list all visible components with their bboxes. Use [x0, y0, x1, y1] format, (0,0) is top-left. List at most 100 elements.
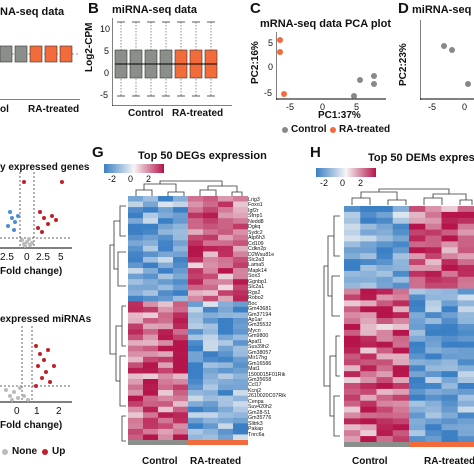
heatmap-cell: [392, 318, 410, 325]
heatmap-cell: [233, 312, 248, 319]
heatmap-cell: [173, 323, 189, 330]
panel-f-xtick: 2: [56, 406, 62, 417]
heatmap-cell: [344, 329, 361, 337]
heatmap-cell: [457, 365, 474, 372]
heatmap-cell: [457, 335, 474, 342]
heatmap-cell: [344, 430, 361, 437]
heatmap-cell: [173, 218, 189, 225]
heatmap-cell: [158, 290, 174, 297]
heatmap-cell: [188, 401, 204, 408]
heatmap-cell: [360, 388, 377, 396]
panel-d-label: D: [398, 0, 409, 17]
gene-label: 2610020C07Rik: [248, 393, 286, 400]
heatmap-cell: [233, 367, 248, 374]
heatmap-cell: [376, 371, 394, 378]
panel-c-title: mRNA-seq data PCA plot: [260, 18, 391, 30]
panel-h-heatmap: [344, 206, 474, 442]
heatmap-cell: [392, 217, 410, 224]
heatmap-cell: [376, 400, 394, 407]
heatmap-cell: [376, 294, 394, 301]
heatmap-cell: [344, 318, 361, 325]
heatmap-cell: [188, 329, 204, 335]
heatmap-cell: [457, 318, 474, 325]
heatmap-cell: [409, 253, 426, 260]
heatmap-cell: [203, 379, 219, 385]
heatmap-cell: [392, 412, 410, 419]
heatmap-cell: [233, 423, 248, 430]
panel-b-label: B: [88, 0, 99, 17]
heatmap-cell: [409, 436, 426, 442]
heatmap-cell: [392, 294, 410, 301]
heatmap-cell: [441, 259, 459, 266]
heatmap-cell: [360, 436, 377, 442]
heatmap-cell: [158, 434, 174, 440]
heatmap-cell: [203, 373, 219, 380]
heatmap-cell: [218, 212, 234, 219]
heatmap-cell: [360, 259, 377, 266]
heatmap-cell: [233, 323, 248, 330]
heatmap-cell: [425, 211, 442, 219]
panel-g-colorbar: [104, 164, 164, 173]
heatmap-cell: [344, 371, 361, 378]
heatmap-cell: [143, 301, 159, 308]
heatmap-cell: [441, 359, 459, 366]
heatmap-cell: [173, 428, 189, 435]
heatmap-cell: [409, 394, 426, 401]
heatmap-cell: [218, 334, 234, 341]
heatmap-cell: [409, 247, 426, 254]
heatmap-cell: [128, 406, 144, 413]
heatmap-cell: [360, 329, 377, 337]
heatmap-cell: [128, 395, 144, 402]
heatmap-cell: [441, 294, 459, 301]
heatmap-cell: [233, 223, 248, 230]
heatmap-cell: [425, 371, 442, 378]
heatmap-cell: [128, 334, 144, 341]
heatmap-cell: [425, 359, 442, 366]
pca-point-control: [449, 47, 455, 53]
gene-label: Mat1: [248, 366, 260, 373]
heatmap-cell: [143, 318, 159, 324]
heatmap-cell: [392, 347, 410, 354]
heatmap-cell: [188, 345, 204, 352]
heatmap-cell: [203, 223, 219, 230]
heatmap-cell: [376, 270, 394, 278]
heatmap-cell: [143, 406, 159, 413]
heatmap-cell: [173, 406, 189, 413]
panel-b-ytick: 5: [104, 46, 110, 56]
gene-label: Gm43681: [248, 306, 272, 313]
heatmap-cell: [218, 323, 234, 330]
panel-b-ytick: 0: [104, 68, 110, 78]
heatmap-cell: [425, 430, 442, 437]
heatmap-cell: [457, 371, 474, 378]
heatmap-cell: [188, 301, 204, 308]
heatmap-cell: [173, 373, 189, 380]
panel-g-dendrogram: [109, 205, 126, 442]
heatmap-cell: [233, 240, 248, 247]
heatmap-cell: [218, 345, 234, 352]
heatmap-cell: [376, 235, 394, 242]
panel-g-colorbar-tick: -2: [108, 174, 117, 184]
heatmap-cell: [409, 324, 426, 331]
heatmap-cell: [173, 390, 189, 396]
heatmap-cell: [218, 356, 234, 363]
heatmap-cell: [392, 394, 410, 401]
panel-g-label: G: [92, 144, 104, 161]
heatmap-cell: [218, 329, 234, 335]
heatmap-cell: [233, 329, 248, 335]
panel-d-xtick: 0: [462, 102, 468, 112]
heatmap-cell: [457, 394, 474, 401]
boxplot-control-box: [0, 45, 28, 63]
legend-treated-swatch: [330, 127, 336, 133]
heatmap-cell: [360, 394, 377, 401]
heatmap-cell: [128, 273, 144, 280]
panel-b-ylabel: Log2-CPM: [84, 22, 95, 72]
heatmap-cell: [158, 284, 174, 291]
heatmap-cell: [218, 279, 234, 286]
heatmap-cell: [392, 359, 410, 366]
gene-label: Sox3: [248, 273, 261, 280]
heatmap-cell: [425, 217, 442, 224]
heatmap-cell: [376, 253, 394, 260]
panel-e-xtick: 2.5: [36, 252, 50, 263]
heatmap-cell: [158, 279, 174, 286]
heatmap-cell: [360, 430, 377, 437]
